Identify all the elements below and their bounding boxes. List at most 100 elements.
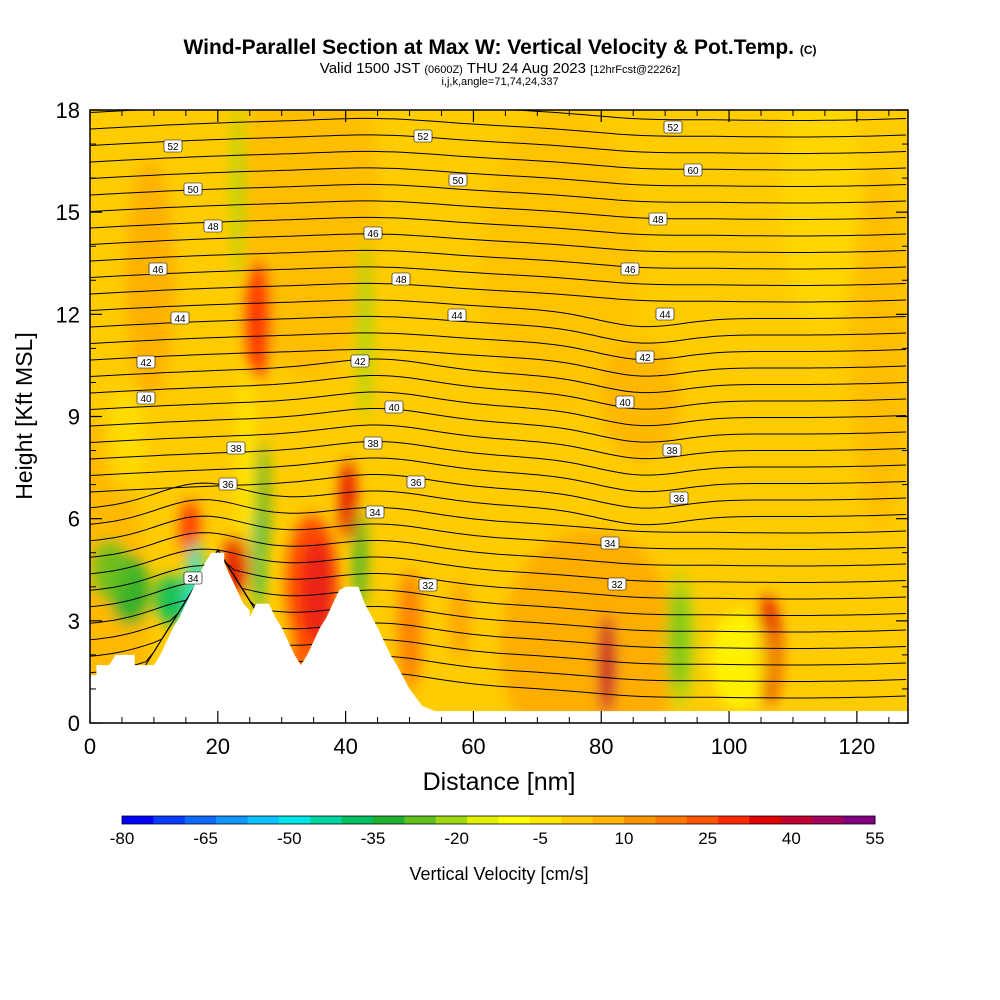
contour-label-9: 46 [148,262,168,276]
chart-title-text: Wind-Parallel Section at Max W: Vertical… [183,36,794,59]
contour-label-20: 40 [615,395,635,409]
contour-label-text-20: 40 [619,398,631,409]
contour-label-28: 34 [365,505,385,519]
y-axis-label: Height [Kft MSL] [11,332,37,499]
colorbar-swatch-9 [404,816,437,824]
theta-contour-6 [90,549,907,600]
contour-label-text-23: 38 [666,446,678,457]
theta-contour-28 [90,216,907,237]
y-tick-label-3: 9 [68,405,80,430]
contour-label-5: 60 [683,163,703,177]
contour-label-21: 38 [226,441,246,455]
theta-contour-29 [90,200,907,220]
contour-label-text-4: 50 [452,176,464,187]
colorbar-swatch-10 [435,816,468,824]
theta-contour-25 [90,266,907,286]
velocity-blob-12 [252,510,264,610]
contour-label-16: 42 [350,354,370,368]
contour-label-text-31: 32 [611,580,623,591]
contour-label-text-19: 40 [388,403,400,414]
theta-contour-16 [90,408,907,443]
colorbar-tick-label-6: 10 [615,829,634,848]
colorbar-tick-label-0: -80 [110,829,135,848]
colorbar-swatch-12 [498,816,531,824]
contour-label-text-12: 44 [174,314,186,325]
x-tick-label-2: 40 [333,734,357,759]
x-tick-label-0: 0 [84,734,96,759]
theta-contour-33 [90,134,907,154]
contour-label-text-8: 48 [395,275,407,286]
y-tick-label-5: 15 [56,200,80,225]
contour-label-17: 42 [635,350,655,364]
contour-label-text-3: 50 [187,185,199,196]
colorbar-swatch-20 [749,816,782,824]
contour-label-text-5: 60 [687,166,699,177]
x-axis: 0 20 40 60 80 100 120 [84,110,890,759]
contour-label-7: 48 [648,212,668,226]
contour-label-text-27: 34 [187,574,199,585]
chart-subtitle: Valid 1500 JST (0600Z) THU 24 Aug 2023 [… [0,60,1000,77]
colorbar-swatch-0 [122,816,154,824]
colorbar-swatch-13 [529,816,562,824]
contour-label-text-17: 42 [639,353,651,364]
colorbar-tick-label-9: 55 [866,829,885,848]
contour-label-text-14: 44 [659,310,671,321]
x-axis-label: Distance [nm] [423,768,576,796]
theta-contour-21 [90,332,907,361]
colorbar-swatch-8 [373,816,405,824]
x-tick-label-6: 120 [839,734,876,759]
contour-label-3: 50 [183,182,203,196]
velocity-blob-32 [105,390,145,490]
colorbar-tick-label-3: -35 [361,829,386,848]
theta-contour-18 [90,375,907,410]
subtitle-part-4: [12hrFcst@2226z] [590,64,681,76]
colorbar-swatch-2 [184,816,217,824]
velocity-blob-24 [398,570,422,690]
colorbar-swatch-21 [780,816,813,824]
colorbar-tick-label-8: 40 [782,829,801,848]
colorbar-swatch-1 [153,816,186,824]
y-tick-label-2: 6 [68,507,80,532]
contour-label-text-0: 52 [167,142,179,153]
subtitle-part-1: Valid 1500 JST [319,60,425,77]
contour-label-24: 36 [218,477,238,491]
contour-label-14: 44 [655,307,675,321]
velocity-blob-5 [780,110,860,330]
theta-contour-8 [90,532,907,567]
velocity-blob-1 [240,110,380,380]
contour-label-text-1: 52 [417,132,429,143]
x-tick-label-4: 80 [589,734,613,759]
chart-subtitle-indices: i,j,k,angle=71,74,24,337 [441,76,559,88]
theta-contour-17 [90,391,907,427]
colorbar-swatch-3 [216,816,249,824]
contour-label-18: 40 [136,391,156,405]
velocity-blob-2 [480,110,640,410]
contour-label-23: 38 [662,443,682,457]
theta-contour-19 [90,358,907,394]
contour-label-text-24: 36 [222,480,234,491]
theta-contour-22 [90,315,907,344]
contour-label-text-22: 38 [367,439,379,450]
colorbar: -80 -65 -50 -35 -20 -5 10 25 40 55 [110,815,885,848]
theta-contour-14 [90,441,907,476]
velocity-blob-13 [358,240,372,420]
theta-contour-15 [90,424,907,460]
colorbar-swatch-17 [655,816,688,824]
velocity-blob-7 [600,340,680,460]
contour-label-text-7: 48 [652,215,664,226]
theta-contour-23 [90,299,907,328]
contour-label-0: 52 [163,139,183,153]
contour-label-13: 44 [447,308,467,322]
contour-label-29: 34 [600,536,620,550]
contour-label-22: 38 [363,436,383,450]
contour-label-25: 36 [406,475,426,489]
contour-label-10: 46 [363,226,383,240]
colorbar-swatch-16 [624,816,656,824]
colorbar-swatch-7 [341,816,374,824]
contour-label-26: 36 [669,491,689,505]
contour-label-30: 32 [418,578,438,592]
subtitle-part-2: (0600Z) [424,64,463,76]
colorbar-swatch-18 [686,816,719,824]
colorbar-swatch-15 [592,816,625,824]
